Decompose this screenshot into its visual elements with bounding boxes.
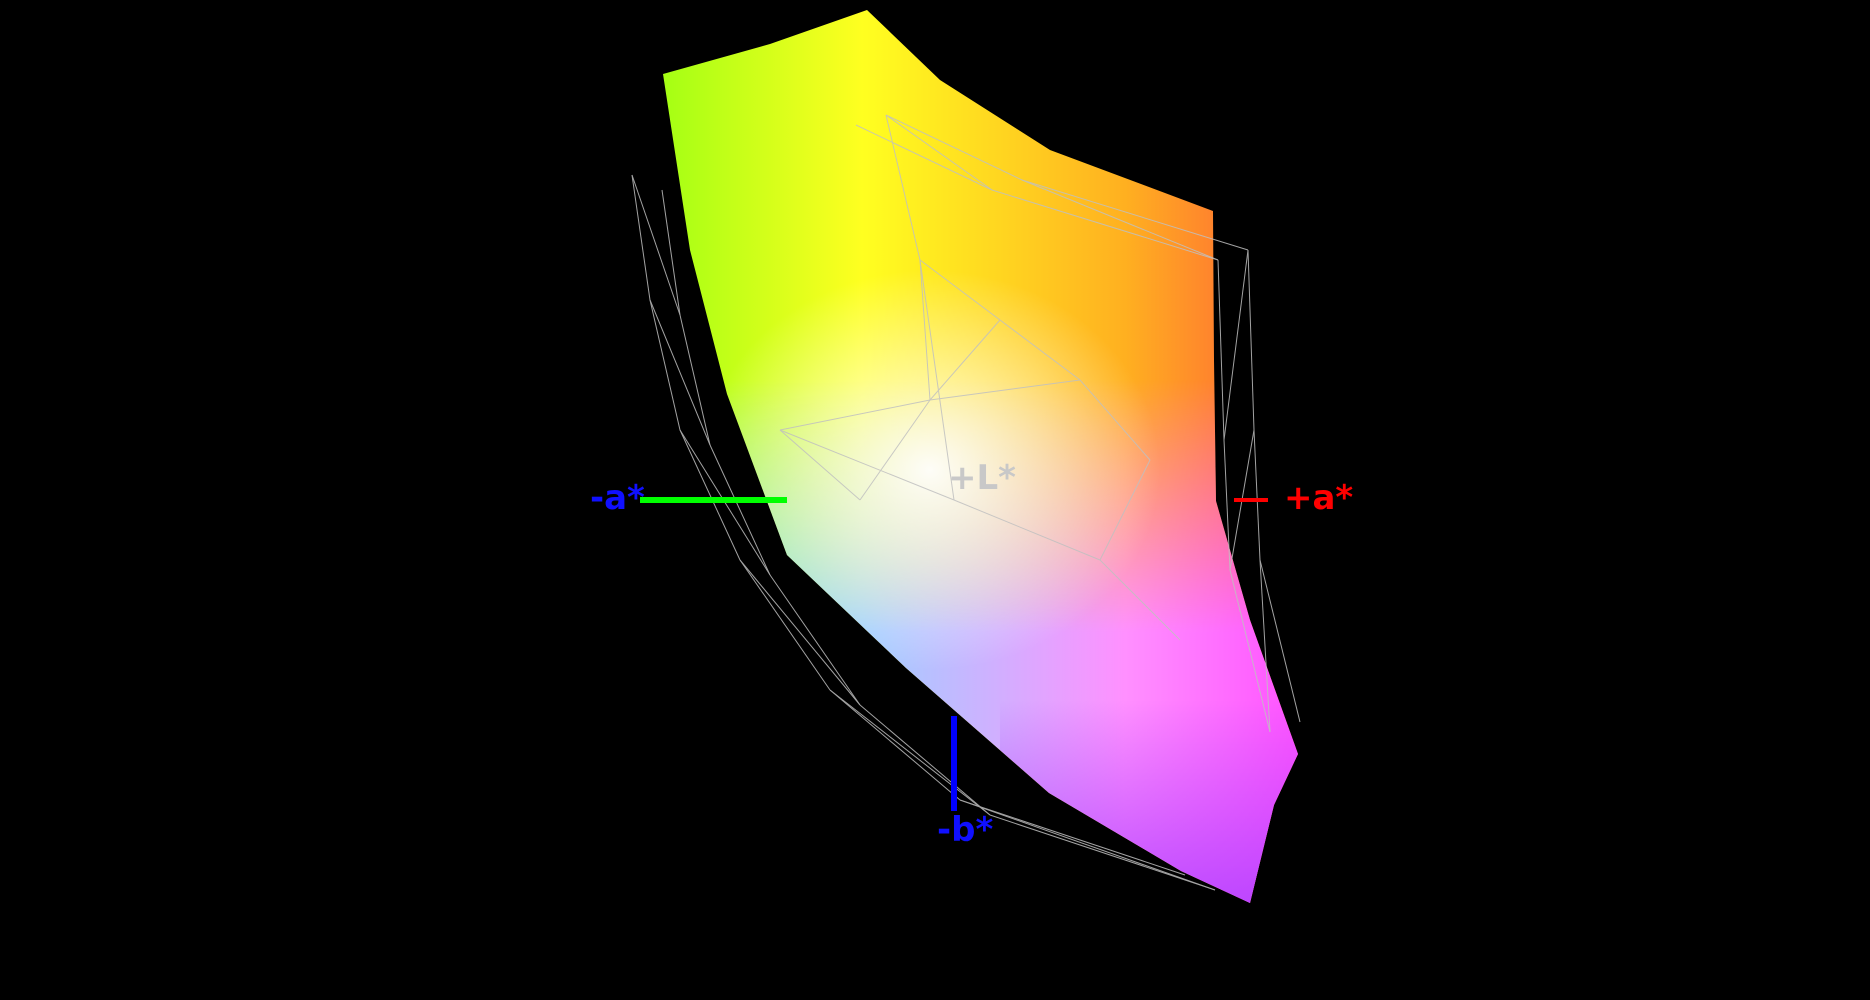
wireframe-edge	[779, 429, 861, 501]
wireframe-edge	[649, 299, 681, 431]
reference-wireframe	[631, 114, 1301, 891]
wireframe-edge	[919, 259, 931, 401]
wireframe-edge	[859, 704, 991, 816]
wireframe-edge	[1217, 259, 1225, 441]
plus-L-label: +L*	[948, 458, 1016, 498]
wireframe-edge	[885, 114, 921, 261]
wireframe-edge	[919, 259, 1001, 321]
wireframe-edge	[649, 299, 711, 446]
wireframe-edge	[999, 319, 1081, 381]
wireframe-edge	[1229, 569, 1271, 733]
wireframe-edge	[709, 444, 771, 576]
wireframe-edge	[1021, 179, 1219, 261]
wireframe-edge	[959, 799, 1186, 876]
wireframe-edge	[739, 559, 831, 691]
wireframe-edge	[1099, 459, 1151, 561]
wireframe-edge	[829, 689, 961, 801]
wireframe-edge	[661, 189, 681, 316]
wireframe-edge	[1259, 559, 1271, 733]
wireframe-edge	[779, 429, 955, 501]
wireframe-edge	[885, 114, 993, 191]
minus-b-label: -b*	[937, 810, 994, 850]
wireframe-edge	[855, 124, 993, 191]
wireframe-edge	[929, 319, 1001, 401]
wireframe-edge	[1223, 249, 1249, 441]
wireframe-edge	[829, 689, 991, 816]
wireframe-edge	[631, 174, 651, 301]
wireframe-edge	[885, 114, 1023, 181]
wireframe-edge	[1223, 439, 1231, 571]
wireframe-edge	[929, 379, 1081, 401]
wireframe-edge	[959, 799, 1216, 891]
wireframe-edge	[739, 559, 861, 706]
wireframe-edge	[779, 399, 931, 431]
wireframe-edge	[1253, 429, 1261, 561]
wireframe-edge	[991, 189, 1219, 261]
wireframe-edge	[953, 499, 1101, 561]
wireframe-edge	[679, 314, 711, 446]
wireframe-edge	[679, 429, 741, 561]
wireframe-edge	[989, 814, 1216, 891]
plus-a-label: +a*	[1284, 478, 1354, 518]
wireframe-edge	[1247, 249, 1255, 431]
wireframe-edge	[1259, 559, 1301, 723]
wireframe-edge	[1079, 379, 1151, 461]
wireframe-edge	[1099, 559, 1181, 641]
wireframe-edge	[769, 574, 861, 706]
wireframe-edge	[631, 174, 681, 316]
wireframe-edge	[859, 399, 931, 501]
minus-a-label: -a*	[590, 478, 645, 518]
wireframe-edge	[919, 259, 955, 501]
wireframe-edge	[1021, 179, 1249, 251]
